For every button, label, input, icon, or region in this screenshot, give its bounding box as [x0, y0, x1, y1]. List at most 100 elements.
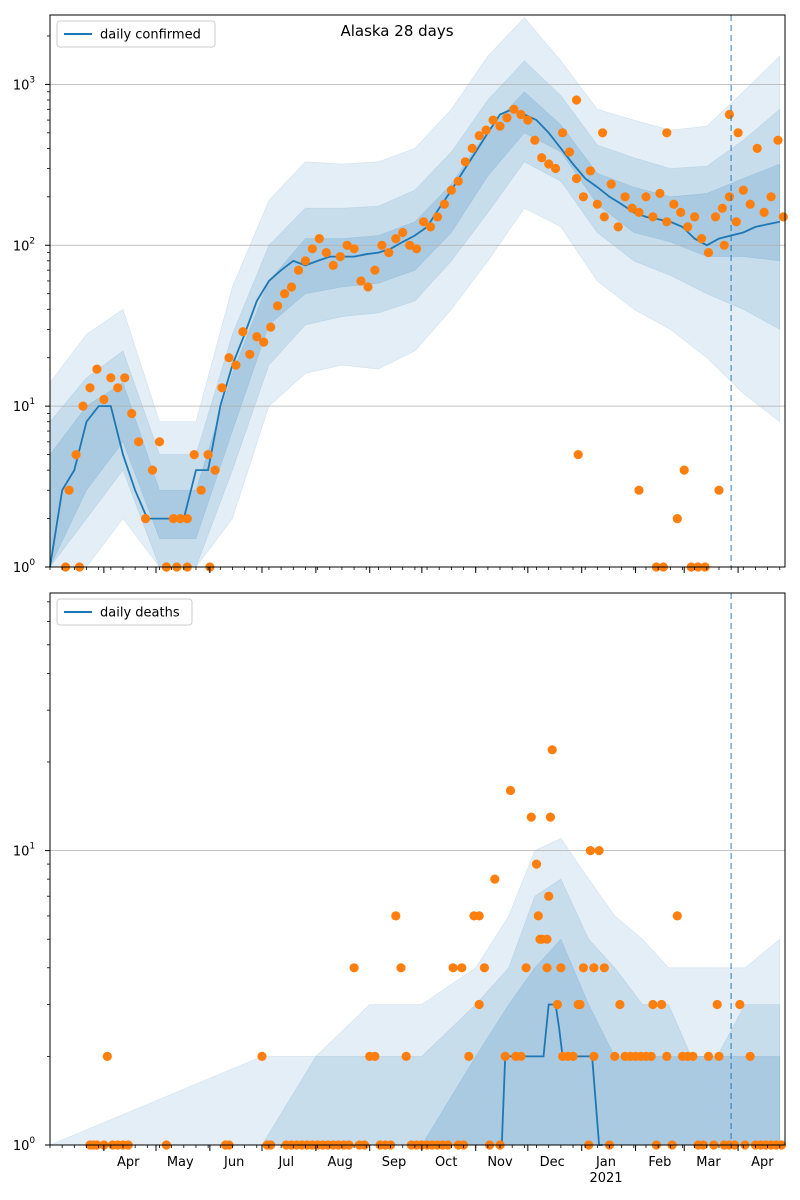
data-point [363, 282, 373, 292]
data-point [453, 176, 463, 186]
data-point [589, 1051, 599, 1061]
data-point [335, 252, 345, 262]
data-point [252, 332, 262, 342]
y-tick-exponent: 0 [29, 558, 35, 568]
data-point [189, 450, 199, 460]
data-point [370, 1051, 380, 1061]
data-point [474, 999, 484, 1010]
data-point [641, 192, 651, 202]
data-point [542, 934, 552, 944]
data-point [662, 217, 672, 227]
data-point [377, 240, 387, 250]
data-point [401, 1051, 411, 1061]
data-point [733, 128, 743, 138]
data-point [544, 159, 554, 169]
data-point [662, 1051, 672, 1061]
data-point [634, 207, 644, 217]
data-point [551, 163, 561, 174]
data-point [328, 260, 338, 270]
data-point [286, 282, 297, 292]
data-point [531, 859, 542, 869]
data-point [141, 514, 151, 524]
data-point [766, 192, 776, 202]
data-point [672, 911, 682, 921]
data-point [530, 135, 540, 145]
data-point [398, 227, 408, 238]
data-point [293, 265, 304, 275]
confirmed-legend: daily confirmed [56, 20, 216, 48]
data-point [620, 192, 630, 202]
data-point [175, 514, 185, 524]
data-point [578, 192, 589, 202]
data-point [92, 364, 102, 374]
data-point [147, 465, 158, 475]
x-month-label: Mar [696, 1155, 721, 1170]
data-point [571, 95, 582, 105]
data-point [669, 199, 679, 209]
data-point [495, 121, 505, 131]
data-point [648, 999, 658, 1010]
data-point [703, 248, 714, 258]
data-point [627, 203, 637, 213]
data-point [488, 115, 498, 125]
data-point [634, 485, 644, 495]
data-point [280, 289, 290, 299]
data-point [516, 1051, 526, 1061]
data-point [542, 963, 552, 973]
data-point [99, 394, 109, 405]
data-point [599, 212, 609, 222]
data-point [745, 1051, 755, 1061]
data-point [558, 128, 568, 138]
data-point [683, 222, 693, 232]
data-point [439, 199, 449, 209]
x-axis-month-labels: Apr May Jun Jul Aug Sep Oct Nov Dec Jan Feb Mar Apr [117, 1155, 774, 1170]
data-point [71, 450, 81, 460]
data-point [467, 143, 477, 153]
data-point [432, 212, 443, 222]
data-point [342, 240, 352, 250]
deaths-points [85, 745, 787, 1150]
data-point [78, 401, 88, 411]
data-point [690, 212, 700, 222]
data-point [245, 349, 255, 359]
data-point [662, 128, 672, 138]
data-point [64, 485, 74, 495]
data-point [592, 199, 602, 209]
data-point [759, 207, 769, 217]
data-point [735, 999, 745, 1010]
data-point [523, 115, 533, 125]
data-point [537, 153, 547, 163]
data-point [719, 240, 729, 250]
data-point [710, 212, 721, 222]
data-point [396, 963, 406, 973]
legend-label: daily deaths [100, 606, 180, 621]
data-point [738, 185, 748, 195]
data-point [589, 963, 599, 973]
data-point [731, 217, 741, 227]
x-month-label: Sep [382, 1155, 407, 1170]
data-point [679, 465, 689, 475]
data-point [127, 408, 137, 419]
data-point [575, 999, 585, 1010]
data-point [585, 166, 596, 176]
data-point [646, 1051, 656, 1061]
data-point [321, 248, 331, 258]
data-point [648, 212, 658, 222]
data-point [257, 1051, 267, 1061]
x-axis-year-label: 2021 [589, 1171, 622, 1186]
data-point [564, 147, 575, 157]
data-point [610, 1051, 620, 1061]
data-point [613, 222, 623, 232]
data-point [606, 179, 616, 189]
data-point [594, 846, 604, 856]
data-point [516, 109, 526, 120]
plot-frame [49, 592, 786, 1146]
data-point [724, 109, 735, 120]
data-point [405, 240, 415, 250]
data-point [210, 465, 220, 475]
y-tick-exponent: 1 [29, 842, 35, 852]
data-point [672, 514, 682, 524]
data-point [464, 1051, 474, 1061]
data-point [724, 192, 735, 202]
